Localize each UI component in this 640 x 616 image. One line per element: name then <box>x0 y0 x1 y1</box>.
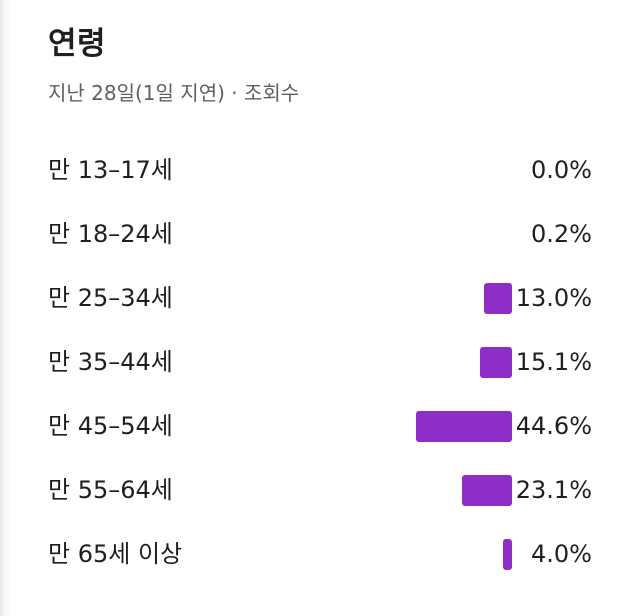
age-bar <box>462 475 512 506</box>
age-row: 만 18–24세 0.2% <box>12 214 640 254</box>
age-row: 만 65세 이상 4.0% <box>12 534 640 574</box>
age-group-label: 만 65세 이상 <box>48 540 183 568</box>
age-percent-label: 15.1% <box>515 348 592 376</box>
age-percent-label: 4.0% <box>531 540 592 568</box>
age-group-label: 만 35–44세 <box>48 348 173 376</box>
age-group-label: 만 13–17세 <box>48 156 173 184</box>
card-left-shadow <box>0 0 12 616</box>
age-card: 연령 지난 28일(1일 지연) · 조회수 만 13–17세 0.0% 만 18–… <box>12 0 640 616</box>
age-row: 만 35–44세 15.1% <box>12 342 640 382</box>
age-bar <box>416 411 512 442</box>
age-row: 만 45–54세 44.6% <box>12 406 640 446</box>
age-bar <box>484 283 512 314</box>
age-percent-label: 23.1% <box>515 476 592 504</box>
card-subtitle: 지난 28일(1일 지연) · 조회수 <box>48 81 300 105</box>
age-percent-label: 13.0% <box>515 284 592 312</box>
age-group-label: 만 18–24세 <box>48 220 173 248</box>
age-row: 만 25–34세 13.0% <box>12 278 640 318</box>
age-bar <box>479 347 512 378</box>
age-group-label: 만 25–34세 <box>48 284 173 312</box>
age-group-label: 만 45–54세 <box>48 412 173 440</box>
age-row: 만 13–17세 0.0% <box>12 150 640 190</box>
age-percent-label: 44.6% <box>515 412 592 440</box>
age-percent-label: 0.0% <box>531 156 592 184</box>
age-percent-label: 0.2% <box>531 220 592 248</box>
age-bar <box>503 539 512 570</box>
age-group-label: 만 55–64세 <box>48 476 173 504</box>
card-title: 연령 <box>48 26 107 62</box>
age-row: 만 55–64세 23.1% <box>12 470 640 510</box>
